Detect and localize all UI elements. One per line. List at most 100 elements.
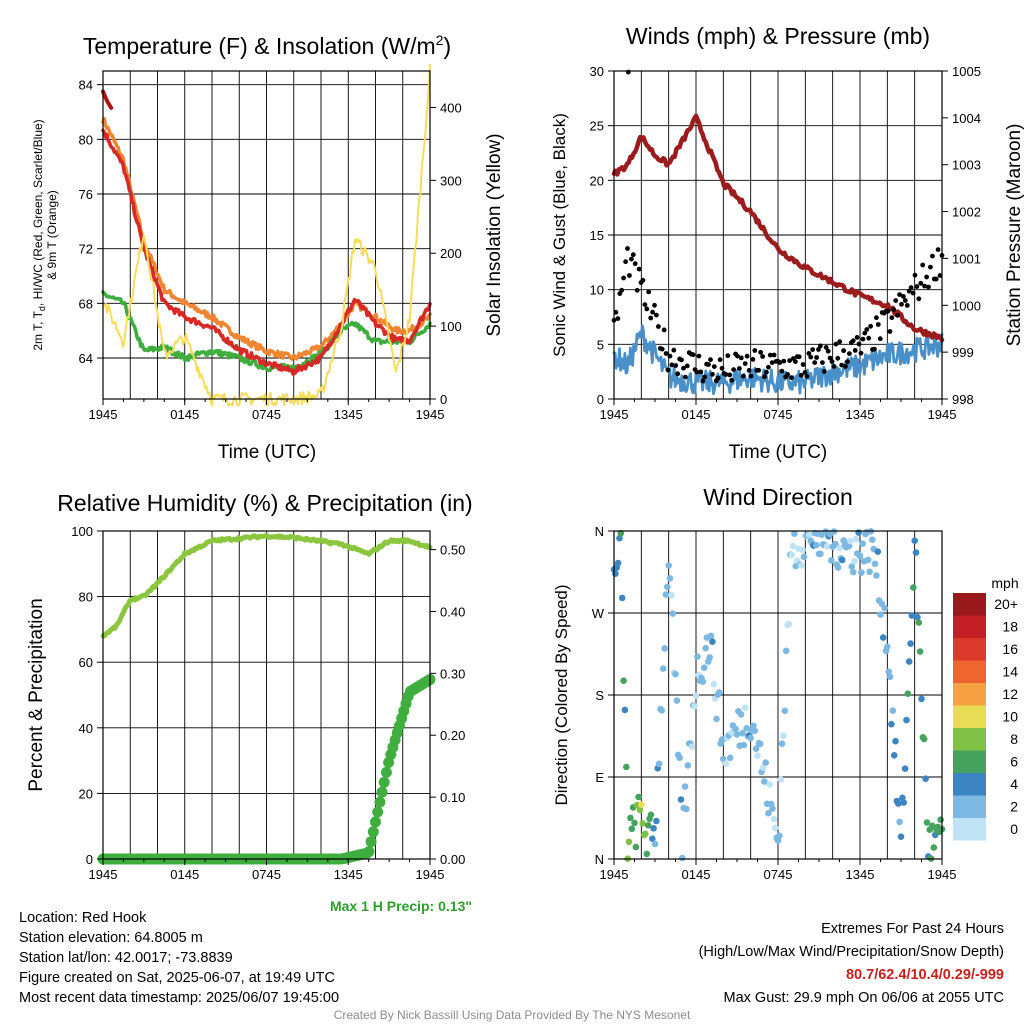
info-elevation: Station elevation: 64.8005 m <box>19 930 203 946</box>
insolation-y-tick-label: 400 <box>440 100 462 115</box>
temperature-series <box>101 63 432 407</box>
legend-swatch <box>953 705 986 728</box>
gust-point <box>758 349 763 355</box>
pressure-y-tick-label: 1001 <box>952 251 981 266</box>
gust-point <box>771 352 777 358</box>
temp-y-tick-label: 72 <box>79 242 93 257</box>
direction-y-tick-label: S <box>595 688 604 703</box>
gust-point <box>665 367 671 373</box>
gust-point <box>912 272 918 278</box>
gust-point <box>648 315 654 321</box>
gust-point <box>652 302 657 308</box>
direction-point <box>852 535 860 543</box>
direction-point <box>666 575 674 582</box>
direction-point <box>702 644 709 652</box>
gust-point <box>910 290 916 296</box>
direction-point <box>916 648 924 655</box>
gust-point <box>920 262 926 268</box>
direction-point <box>762 759 769 766</box>
gust-point <box>916 296 922 302</box>
direction-point <box>910 584 917 591</box>
gust-point <box>877 336 883 342</box>
winds-y2label: Station Pressure (Maroon) <box>1004 124 1024 347</box>
wind-y-tick-label: 15 <box>590 228 604 243</box>
credit-footer: Created By Nick Bassill Using Data Provi… <box>334 1008 691 1022</box>
winds-panel: Winds (mph) & Pressure (mb) 1945 0145 0745… <box>550 23 1024 463</box>
direction-point <box>800 553 808 561</box>
precip-point <box>374 796 386 808</box>
legend-swatch <box>953 615 986 638</box>
direction-point <box>791 530 798 537</box>
insolation-y-tick-label: 100 <box>440 319 462 334</box>
gust-point <box>619 287 625 293</box>
direction-point <box>836 544 843 552</box>
max-precip-label: Max 1 H Precip: 0.13" <box>330 898 472 914</box>
direction-point <box>739 729 746 737</box>
direction-y-tick-label: N <box>595 852 604 867</box>
direction-point <box>651 840 659 848</box>
gust-point <box>654 312 659 318</box>
gust-point <box>642 302 648 307</box>
x-tick-label: 1345 <box>334 407 363 422</box>
direction-point <box>638 801 645 808</box>
direction-point <box>759 764 767 771</box>
legend-swatch <box>953 660 986 683</box>
temperature-ticks: 1945 0145 0745 1345 1945 64 68 72 76 80 84 0 100 200 3… <box>79 78 462 422</box>
legend-label: 8 <box>1010 731 1018 747</box>
gust-point <box>766 364 771 370</box>
direction-point <box>885 668 892 675</box>
direction-point <box>892 737 899 745</box>
max-gust: Max Gust: 29.9 mph On 06/06 at 2055 UTC <box>724 990 1004 1006</box>
direction-point <box>688 743 696 750</box>
direction-point <box>627 814 634 822</box>
direction-point <box>644 822 652 829</box>
direction-point <box>676 754 683 762</box>
gust-point <box>710 371 715 377</box>
gust-point <box>796 354 802 360</box>
legend-swatch <box>953 818 986 841</box>
direction-point <box>930 844 938 851</box>
wind-y-tick-label: 30 <box>590 64 604 79</box>
temperature-panel: Temperature (F) & Insolation (W/m2) 1945… <box>31 32 505 463</box>
direction-y-tick-label: E <box>595 770 604 785</box>
legend-swatch <box>953 683 986 706</box>
x-tick-label: 0145 <box>170 407 199 422</box>
direction-point <box>618 594 626 602</box>
direction-point <box>920 735 928 743</box>
gust-point <box>800 362 806 367</box>
gust-point <box>835 355 841 361</box>
legend-label: 14 <box>1002 664 1018 680</box>
insolation-y-tick-label: 0 <box>440 392 447 407</box>
direction-point <box>777 776 784 783</box>
gust-point <box>767 352 773 358</box>
gust-point <box>918 280 924 286</box>
gust-point <box>669 362 675 368</box>
direction-point <box>832 540 839 548</box>
humidity-gridlines <box>103 531 430 859</box>
gust-point <box>806 351 812 356</box>
direction-point <box>769 805 776 812</box>
pressure-y-tick-label: 1000 <box>952 298 981 313</box>
winds-series <box>611 69 945 396</box>
direction-point <box>732 725 739 733</box>
legend-swatch <box>953 593 986 616</box>
gust-point <box>914 284 920 289</box>
gust-point <box>928 264 933 270</box>
direction-point <box>664 583 671 591</box>
gust-point <box>650 309 655 315</box>
direction-point <box>620 677 627 684</box>
gust-point <box>831 364 837 369</box>
gust-point <box>787 358 792 363</box>
direction-point <box>747 734 754 742</box>
gust-point <box>696 353 702 359</box>
temperature-y2label: Solar Insolation (Yellow) <box>484 133 505 336</box>
humidity-line <box>100 532 433 639</box>
gust-point <box>625 246 630 251</box>
pressure-line <box>611 113 945 343</box>
x-tick-label: 1945 <box>600 407 629 422</box>
direction-point <box>650 825 657 832</box>
gust-point <box>793 359 798 364</box>
direction-point <box>632 843 640 851</box>
gust-point <box>715 375 721 381</box>
humidity-panel: Relative Humidity (%) & Precipitation (i… <box>26 490 473 914</box>
